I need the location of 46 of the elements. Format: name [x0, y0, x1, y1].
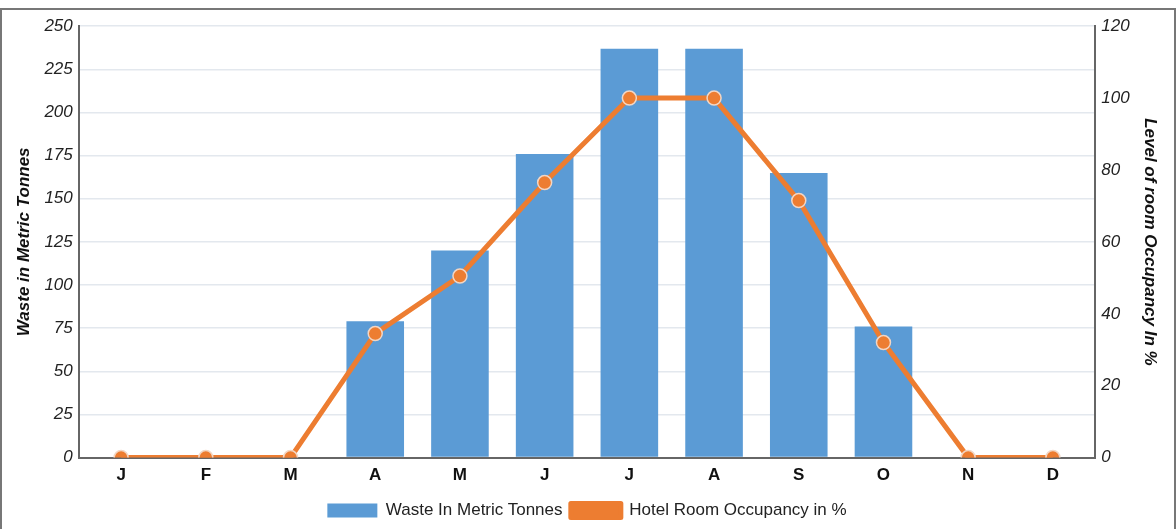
y-tick-label: 75: [53, 317, 74, 337]
point: [621, 90, 638, 106]
y-tick-label: 0: [63, 447, 74, 467]
bar: [431, 250, 489, 457]
y-tick-label: 50: [53, 361, 74, 381]
y-tick-label: 175: [44, 145, 74, 165]
y2-tick-label: 100: [1101, 87, 1131, 107]
y2-tick-label: 60: [1101, 231, 1121, 251]
legend-label: Hotel Room Occupancy in %: [629, 500, 847, 520]
x-tick-label: M: [452, 465, 468, 485]
y2-axis-title: Level of room Occupancy In %: [1141, 118, 1161, 366]
point: [536, 174, 553, 191]
legend-label: Waste In Metric Tonnes: [385, 500, 563, 520]
y-tick-label: 150: [44, 188, 74, 208]
x-tick-label: N: [962, 465, 975, 485]
bar: [600, 48, 659, 457]
x-tick-label: A: [369, 465, 382, 485]
y-tick-label: 100: [44, 274, 74, 294]
point: [791, 192, 807, 209]
y2-tick-label: 20: [1100, 375, 1121, 395]
x-tick-label: D: [1046, 465, 1060, 485]
x-tick-label: O: [876, 465, 891, 485]
bar: [854, 326, 913, 457]
y2-tick-label: 80: [1101, 159, 1121, 179]
y-tick-label: 250: [43, 15, 74, 35]
x-tick-label: J: [539, 465, 550, 485]
y2-tick-label: 120: [1101, 15, 1131, 35]
x-tick-label: J: [116, 465, 126, 485]
y-tick-label: 125: [44, 231, 74, 251]
point: [706, 90, 722, 106]
x-tick-label: A: [707, 465, 721, 485]
x-tick-label: S: [793, 465, 805, 485]
bar: [685, 48, 743, 457]
y2-tick-label: 40: [1101, 303, 1121, 323]
bar: [515, 153, 574, 457]
x-tick-label: M: [283, 465, 298, 485]
x-tick-label: F: [200, 465, 212, 485]
y-axis-title: Waste in Metric Tonnes: [13, 147, 33, 337]
x-tick-label: J: [624, 465, 635, 485]
bar: [769, 172, 828, 457]
y-tick-label: 225: [43, 59, 74, 79]
bar: [346, 321, 405, 457]
y2-tick-label: 0: [1101, 447, 1112, 467]
y-tick-label: 25: [52, 404, 74, 424]
y-tick-label: 200: [43, 102, 74, 122]
point: [452, 268, 468, 284]
